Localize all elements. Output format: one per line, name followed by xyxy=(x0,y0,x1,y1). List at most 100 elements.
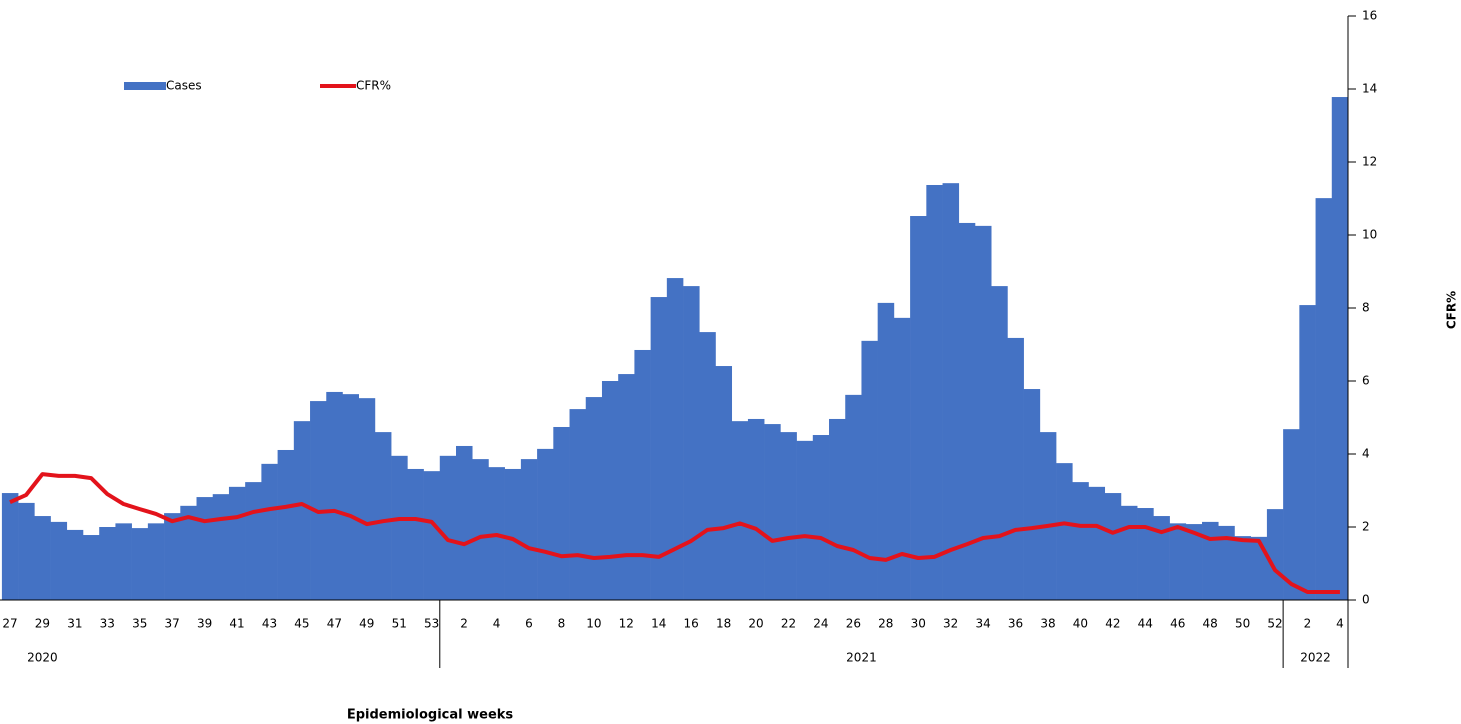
bar xyxy=(228,486,246,600)
x-tick-label: 20 xyxy=(748,617,763,631)
year-label: 2022 xyxy=(1300,651,1331,665)
bar xyxy=(423,471,441,600)
bar xyxy=(358,398,376,600)
bar xyxy=(520,459,538,600)
y-tick-label: 14 xyxy=(1362,82,1377,96)
y-tick-label: 2 xyxy=(1362,520,1370,534)
x-tick-label: 35 xyxy=(132,617,147,631)
bar xyxy=(1,493,19,600)
bar xyxy=(293,421,311,600)
year-label: 2020 xyxy=(27,651,58,665)
x-tick-label: 28 xyxy=(878,617,893,631)
bar xyxy=(699,332,716,600)
bar xyxy=(1315,198,1333,600)
bar xyxy=(326,391,343,600)
bar xyxy=(666,278,684,600)
bar xyxy=(407,468,424,600)
bar xyxy=(1299,305,1316,600)
x-tick-label: 43 xyxy=(262,617,277,631)
bar xyxy=(650,297,668,600)
x-tick-label: 4 xyxy=(1336,617,1344,631)
bar xyxy=(861,340,878,600)
bar xyxy=(1169,523,1187,600)
bar xyxy=(1185,524,1203,600)
bar xyxy=(1056,463,1073,600)
bar xyxy=(1137,508,1154,600)
bar xyxy=(764,424,781,600)
y-tick-label: 8 xyxy=(1362,301,1370,315)
bar xyxy=(310,401,327,600)
y-tick-label: 0 xyxy=(1362,593,1370,607)
x-tick-label: 18 xyxy=(716,617,731,631)
y-tick-label: 16 xyxy=(1362,9,1377,23)
bar xyxy=(845,394,862,600)
x-tick-label: 2 xyxy=(1304,617,1312,631)
x-tick-label: 4 xyxy=(493,617,501,631)
bar xyxy=(569,409,587,600)
bar xyxy=(877,302,895,600)
x-tick-label: 2 xyxy=(460,617,468,631)
x-tick-label: 40 xyxy=(1073,617,1088,631)
bar xyxy=(391,455,408,600)
bar xyxy=(212,494,230,600)
bar xyxy=(147,523,165,600)
x-tick-label: 27 xyxy=(2,617,17,631)
x-tick-label: 38 xyxy=(1040,617,1055,631)
bar xyxy=(164,513,181,600)
bar xyxy=(731,421,749,600)
bar xyxy=(553,426,570,600)
x-tick-label: 49 xyxy=(359,617,374,631)
bar xyxy=(537,448,554,600)
x-tick-label: 48 xyxy=(1203,617,1218,631)
bar xyxy=(1120,505,1138,600)
bar xyxy=(18,502,35,600)
line xyxy=(9,472,1340,594)
bar xyxy=(374,432,392,600)
bar xyxy=(99,527,116,600)
x-tick-label: 22 xyxy=(781,617,796,631)
bar xyxy=(958,222,976,600)
bar xyxy=(439,455,457,600)
x-tick-label: 34 xyxy=(975,617,990,631)
bar xyxy=(974,225,992,600)
bar xyxy=(1331,97,1349,600)
y-tick-label: 10 xyxy=(1362,228,1377,242)
x-tick-label: 47 xyxy=(327,617,342,631)
x-tick-label: 44 xyxy=(1138,617,1153,631)
bar xyxy=(1153,516,1170,600)
bar xyxy=(926,184,943,600)
bar xyxy=(585,397,603,600)
bar xyxy=(618,374,635,600)
bar xyxy=(634,349,651,600)
bar xyxy=(1088,486,1106,600)
bar xyxy=(196,497,214,600)
x-tick-label: 33 xyxy=(100,617,115,631)
x-tick-label: 53 xyxy=(424,617,439,631)
legend-label: CFR% xyxy=(356,79,391,93)
x-tick-label: 50 xyxy=(1235,617,1250,631)
x-tick-label: 51 xyxy=(392,617,407,631)
x-tick-label: 16 xyxy=(684,617,699,631)
bar xyxy=(715,366,733,600)
bar xyxy=(277,449,295,600)
x-tick-label: 8 xyxy=(558,617,566,631)
bar xyxy=(261,463,278,600)
bar xyxy=(1039,432,1057,600)
x-tick-label: 39 xyxy=(197,617,212,631)
bar xyxy=(1283,429,1300,600)
x-tick-label: 29 xyxy=(35,617,50,631)
bar xyxy=(829,418,846,600)
x-tick-label: 14 xyxy=(651,617,666,631)
x-tick-label: 36 xyxy=(1008,617,1023,631)
bar xyxy=(601,381,619,600)
bar xyxy=(115,523,132,600)
bar xyxy=(893,317,911,600)
bar xyxy=(1072,482,1089,600)
legend-swatch xyxy=(124,82,166,90)
bar xyxy=(1023,389,1041,600)
x-tick-label: 32 xyxy=(943,617,958,631)
bar xyxy=(180,505,197,600)
legend-label: Cases xyxy=(166,79,202,93)
bar xyxy=(991,286,1008,600)
